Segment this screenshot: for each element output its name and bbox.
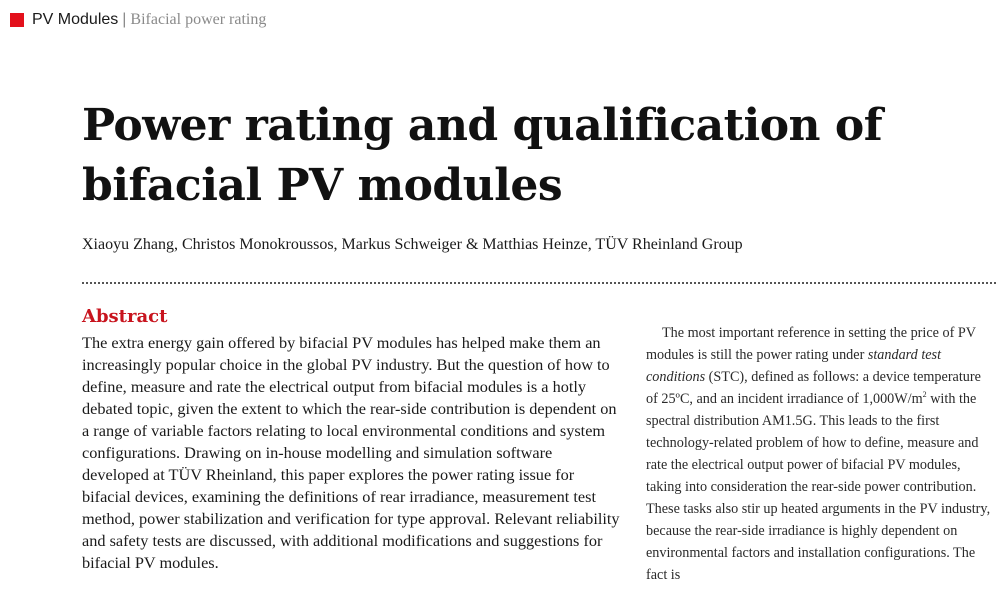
body-paragraph: The most important reference in setting … — [646, 322, 992, 586]
abstract-text: The extra energy gain offered by bifacia… — [82, 333, 620, 572]
dotted-divider — [82, 282, 996, 284]
body-emphasis: standard test conditions — [646, 347, 942, 385]
section-header: PV Modules | Bifacial power rating — [10, 9, 266, 31]
body-text-part-3: with the spectral distribution AM1.5G. T… — [646, 391, 991, 583]
header-separator: | — [122, 11, 127, 28]
body-text-part-2: (STC), defined as follows: a device temp… — [646, 369, 981, 407]
abstract-heading: Abstract — [82, 306, 168, 327]
article-title: Power rating and qualification of bifaci… — [82, 100, 883, 211]
body-text-part-1: The most important reference in setting … — [646, 325, 976, 363]
section-label: PV Modules — [32, 11, 119, 28]
section-marker-icon — [10, 13, 24, 27]
author-byline: Xiaoyu Zhang, Christos Monokroussos, Mar… — [82, 236, 743, 253]
topic-label: Bifacial power rating — [130, 11, 267, 28]
unit-superscript: 2 — [922, 390, 927, 399]
